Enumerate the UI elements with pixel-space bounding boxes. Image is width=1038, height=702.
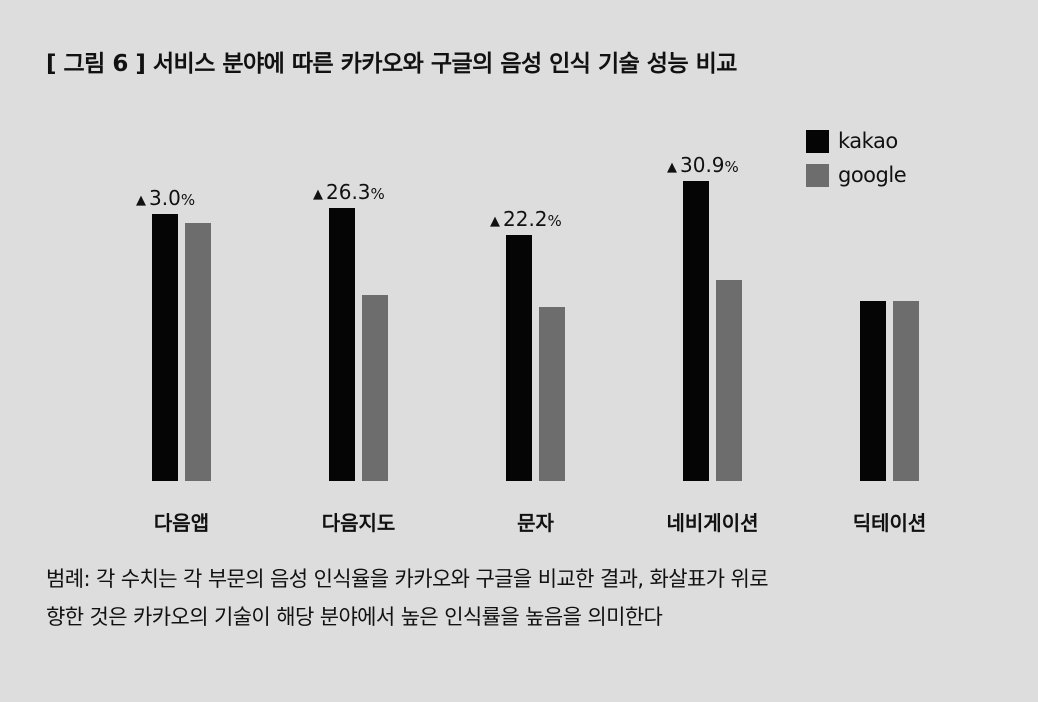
legend-item-kakao: kakao — [806, 128, 906, 154]
legend-label-google: google — [838, 163, 907, 187]
chart-title: [ 그림 6 ] 서비스 분야에 따른 카카오와 구글의 음성 인식 기술 성능… — [46, 51, 737, 77]
bar-kakao-2 — [506, 235, 532, 481]
annotation-label-3: ▲ 30.9% — [667, 153, 739, 177]
caption-line-1: 범례: 각 수치는 각 부문의 음성 인식율을 카카오와 구글을 비교한 결과,… — [46, 567, 769, 591]
legend-swatch-kakao — [806, 129, 829, 153]
bar-google-2 — [539, 307, 565, 481]
legend-swatch-google — [806, 163, 829, 187]
category-label-2: 문자 — [517, 511, 554, 535]
annotation-label-0: ▲ 3.0% — [136, 186, 195, 210]
legend-label-kakao: kakao — [838, 129, 898, 153]
category-label-4: 딕테이션 — [853, 511, 927, 535]
category-label-3: 네비게이션 — [667, 511, 759, 535]
caption-note: 범례: 각 수치는 각 부문의 음성 인식율을 카카오와 구글을 비교한 결과,… — [46, 560, 769, 636]
annotation-label-2: ▲ 22.2% — [490, 207, 562, 231]
category-label-0: 다음앱 — [154, 511, 209, 535]
bar-kakao-3 — [683, 181, 709, 481]
bar-google-0 — [185, 223, 211, 481]
annotation-label-1: ▲ 26.3% — [313, 180, 385, 204]
category-label-1: 다음지도 — [322, 511, 396, 535]
bar-kakao-1 — [329, 208, 355, 481]
bar-kakao-4 — [860, 301, 886, 481]
bar-google-1 — [362, 295, 388, 481]
bar-google-4 — [893, 301, 919, 481]
caption-line-2: 향한 것은 카카오의 기술이 해당 분야에서 높은 인식률을 높음을 의미한다 — [46, 605, 663, 629]
legend-item-google: google — [806, 162, 907, 188]
bar-kakao-0 — [152, 214, 178, 481]
bar-google-3 — [716, 280, 742, 481]
legend: kakao google — [806, 128, 907, 196]
